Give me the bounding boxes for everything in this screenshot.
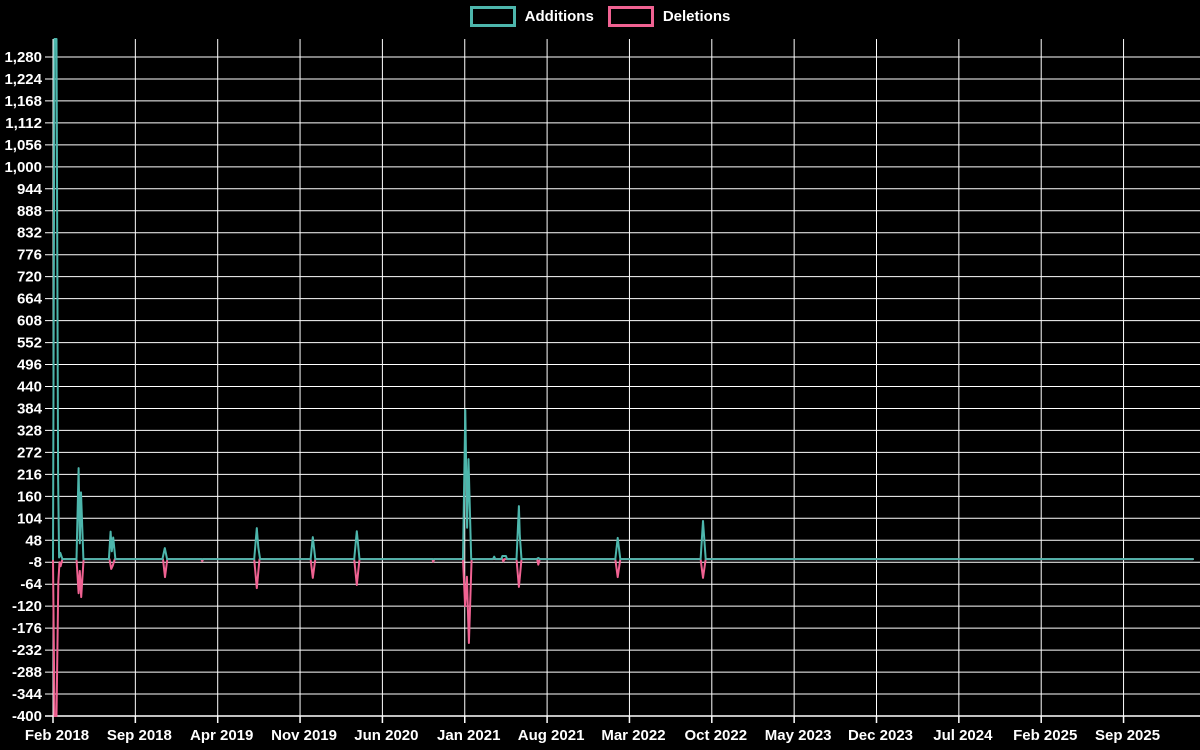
y-tick-label: -176 [12, 620, 42, 637]
chart-legend: Additions Deletions [0, 6, 1200, 27]
x-tick-label: Mar 2022 [601, 727, 665, 744]
y-tick-label: 384 [17, 400, 43, 417]
y-tick-label: 664 [17, 291, 43, 308]
y-tick-label: 1,224 [4, 71, 42, 88]
y-tick-label: -400 [12, 708, 42, 725]
y-tick-label: -288 [12, 664, 42, 681]
y-tick-label: 1,168 [4, 93, 42, 110]
legend-item-additions[interactable]: Additions [469, 6, 594, 27]
y-tick-label: 272 [17, 444, 42, 461]
y-tick-label: 776 [17, 247, 42, 264]
y-tick-label: -64 [20, 576, 42, 593]
y-tick-label: 832 [17, 225, 42, 242]
y-tick-label: 1,112 [5, 115, 42, 132]
x-tick-label: Dec 2023 [848, 727, 913, 744]
y-tick-label: 888 [17, 203, 42, 220]
y-tick-label: 160 [17, 488, 42, 505]
deletions-swatch-icon [607, 6, 654, 27]
y-tick-label: 496 [17, 357, 42, 374]
y-tick-label: -8 [29, 554, 42, 571]
y-tick-label: 1,280 [4, 49, 42, 66]
x-tick-label: May 2023 [765, 727, 832, 744]
legend-label-additions: Additions [524, 8, 594, 25]
legend-label-deletions: Deletions [662, 8, 731, 25]
x-tick-label: Feb 2025 [1013, 727, 1077, 744]
y-tick-label: -232 [12, 642, 42, 659]
y-tick-label: 552 [17, 335, 42, 352]
additions-swatch-icon [469, 6, 516, 27]
x-tick-label: Nov 2019 [271, 727, 337, 744]
y-tick-label: 1,000 [4, 159, 42, 176]
x-tick-label: Jan 2021 [437, 727, 500, 744]
x-tick-label: Apr 2019 [190, 727, 253, 744]
x-tick-label: Oct 2022 [685, 727, 748, 744]
y-tick-label: 944 [17, 181, 43, 198]
x-tick-label: Jul 2024 [933, 727, 993, 744]
x-tick-label: Sep 2025 [1095, 727, 1160, 744]
legend-item-deletions[interactable]: Deletions [607, 6, 731, 27]
y-tick-label: 608 [17, 313, 42, 330]
series-line-additions [52, 38, 1194, 561]
x-tick-label: Jun 2020 [354, 727, 418, 744]
y-tick-label: -120 [12, 598, 42, 615]
x-tick-label: Aug 2021 [518, 727, 585, 744]
y-tick-label: 720 [17, 269, 42, 286]
y-tick-label: 104 [17, 510, 43, 527]
x-tick-label: Sep 2018 [107, 727, 172, 744]
series-line-deletions [52, 558, 1194, 717]
y-tick-label: 48 [25, 532, 42, 549]
y-tick-label: -344 [12, 686, 43, 703]
y-tick-label: 328 [17, 422, 42, 439]
x-tick-label: Feb 2018 [25, 727, 89, 744]
y-tick-label: 1,056 [4, 137, 42, 154]
y-tick-label: 440 [17, 379, 42, 396]
y-tick-label: 216 [17, 466, 42, 483]
